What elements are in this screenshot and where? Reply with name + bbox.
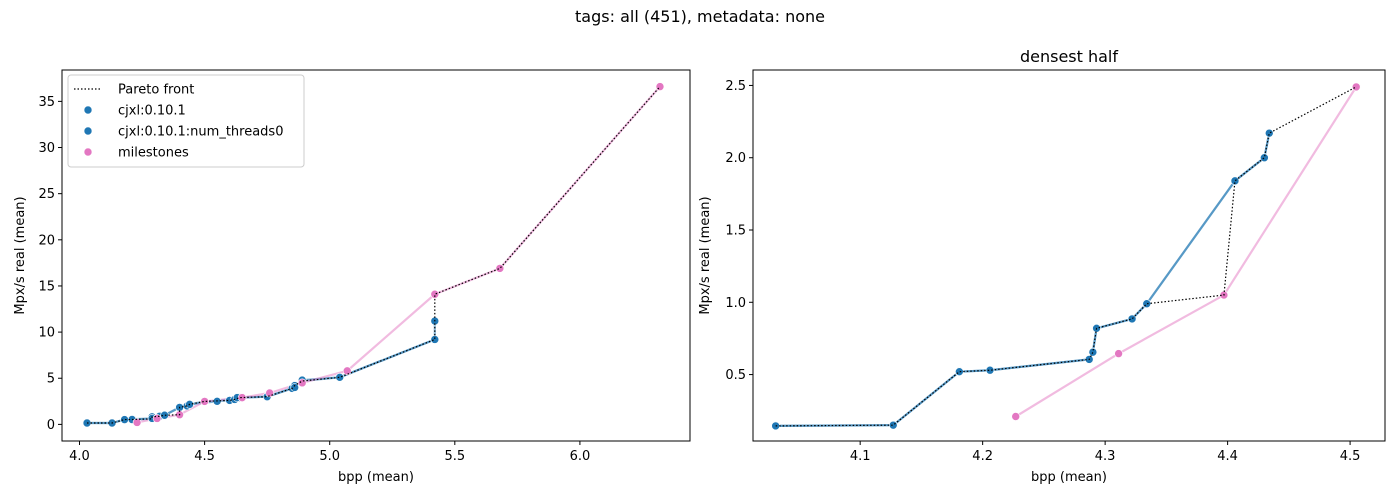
axes-frame	[752, 69, 1386, 442]
y-tick-label: 2.0	[725, 151, 746, 166]
data-point	[1011, 412, 1021, 421]
x-tick-label: 5.0	[319, 449, 340, 464]
data-point	[955, 367, 964, 376]
data-point	[342, 366, 352, 376]
pareto-front-line	[87, 86, 661, 424]
data-point	[1264, 128, 1274, 138]
x-axis-label: bpp (mean)	[1031, 470, 1107, 485]
y-tick-label: 1.5	[725, 224, 746, 239]
series-line	[1015, 86, 1358, 418]
x-tick-label: 6.0	[570, 449, 591, 464]
data-point	[265, 388, 274, 398]
legend-swatch-marker	[83, 147, 93, 157]
x-tick-label: 4.4	[1217, 449, 1238, 464]
y-tick-label: 1.0	[725, 296, 746, 311]
data-point	[655, 82, 665, 91]
data-point	[297, 378, 307, 388]
data-point	[1260, 153, 1269, 163]
series-line	[775, 132, 1271, 427]
data-point	[200, 397, 209, 406]
y-tick-label: 15	[38, 279, 55, 294]
y-tick-label: 10	[38, 326, 55, 341]
x-tick-label: 4.3	[1095, 449, 1116, 464]
y-tick-label: 25	[38, 187, 55, 202]
x-tick-label: 4.1	[850, 449, 871, 464]
x-tick-label: 5.5	[444, 449, 465, 464]
legend-swatch-marker	[83, 126, 93, 136]
data-point	[1088, 347, 1098, 357]
legend-swatch-marker	[83, 105, 93, 115]
data-point	[290, 383, 299, 392]
legend-frame	[67, 74, 305, 168]
x-axis-label: bpp (mean)	[338, 470, 414, 485]
chart-panel-densest-half: 4.1 4.2 4.3 4.4 4.5 0.5 1.0 1.5 2.0 2.5 bpp (mean)…	[698, 47, 1386, 485]
y-tick-label: 5	[47, 372, 55, 387]
legend-label: cjxl:0.10.1:num_threads0	[118, 125, 283, 140]
figure-suptitle: tags: all (451), metadata: none	[575, 7, 825, 26]
y-axis-label: Mpx/s real (mean)	[698, 196, 713, 314]
legend-label: cjxl:0.10.1	[118, 104, 186, 119]
data-point	[120, 415, 129, 424]
y-tick-label: 2.5	[725, 79, 746, 94]
data-point	[985, 365, 995, 375]
series-line	[775, 132, 1271, 427]
data-point	[1351, 82, 1361, 92]
data-point	[335, 373, 345, 382]
y-tick-label: 35	[38, 95, 55, 110]
legend-label: Pareto front	[118, 83, 194, 98]
y-tick-label: 0	[47, 418, 55, 433]
panel-title: densest half	[1020, 47, 1118, 66]
y-axis-label: Mpx/s real (mean)	[13, 196, 28, 314]
legend: Pareto front cjxl:0.10.1 cjxl:0.10.1:num_t…	[67, 74, 305, 168]
y-tick-label: 30	[38, 141, 55, 156]
pareto-front-line	[775, 86, 1357, 427]
data-point	[152, 414, 162, 423]
axes-frame	[61, 69, 691, 442]
data-point	[1230, 176, 1240, 186]
data-point	[1114, 349, 1123, 358]
data-point	[132, 418, 142, 427]
y-tick-label: 0.5	[725, 368, 746, 383]
x-tick-label: 4.5	[194, 449, 215, 464]
data-point	[1127, 314, 1137, 324]
x-tick-label: 4.5	[1340, 449, 1361, 464]
y-tick-label: 20	[38, 233, 55, 248]
series-line	[87, 338, 436, 425]
data-point	[495, 264, 505, 273]
data-point	[430, 335, 440, 344]
data-point	[1142, 299, 1152, 309]
series-line	[87, 321, 436, 425]
data-point	[430, 289, 440, 299]
plot-area	[771, 82, 1361, 431]
data-point	[888, 420, 898, 430]
plot-area	[82, 82, 665, 428]
x-tick-label: 4.2	[972, 449, 993, 464]
chart-panel-all: 4.0 4.5 5.0 5.5 6.0 0 5 10 15 20 25 30 35 bpp (mean) M…	[13, 69, 691, 485]
x-tick-label: 4.0	[69, 449, 90, 464]
legend-label: milestones	[118, 146, 189, 161]
